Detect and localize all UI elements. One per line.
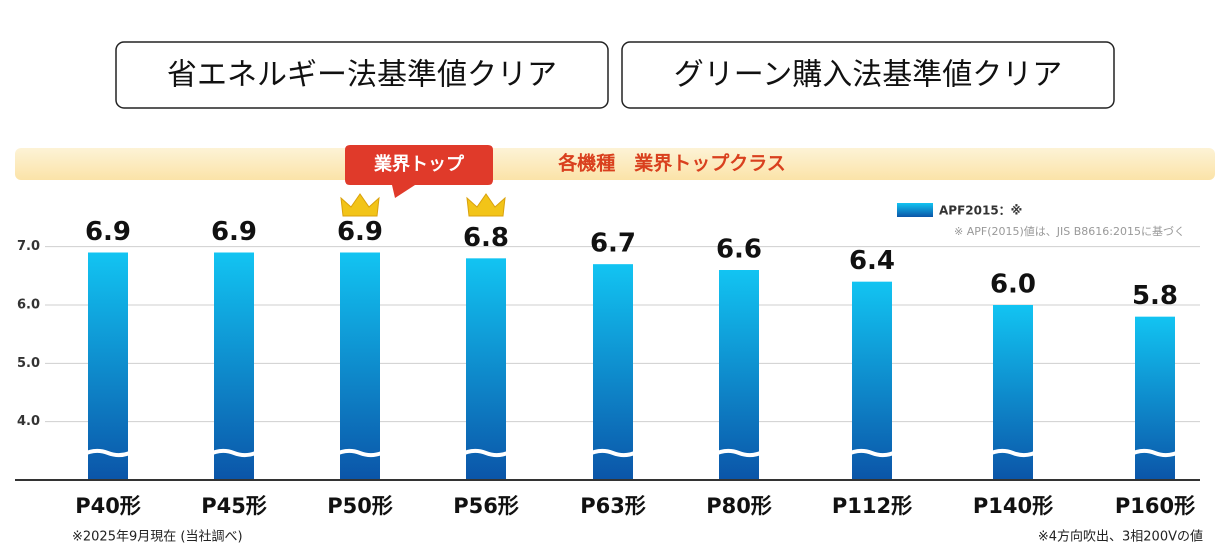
axis-break: [81, 448, 135, 458]
badge-box: [621, 41, 1115, 109]
value-label: 6.7: [590, 229, 636, 259]
bar: [340, 252, 380, 480]
axis-break: [333, 448, 387, 458]
footnote: ※2025年9月現在 (当社調べ): [72, 529, 243, 545]
y-tick-label: 6.0: [17, 298, 40, 313]
crown: [466, 193, 506, 217]
value-label: 6.6: [716, 235, 762, 265]
y-tick-label: 5.0: [17, 356, 40, 371]
banner-text: 各機種 業界トップクラス: [557, 152, 786, 175]
legend-swatch: [897, 203, 933, 217]
axis-break: [459, 448, 513, 458]
x-tick-label: P56形: [453, 494, 519, 518]
badge: 省エネルギー法基準値クリア: [167, 58, 557, 93]
value-label: 6.0: [990, 270, 1036, 300]
axis-break: [712, 448, 766, 458]
y-tick-label: 7.0: [17, 239, 40, 254]
bar: [214, 252, 254, 480]
value-label: 6.9: [211, 217, 257, 247]
x-tick-label: P140形: [973, 494, 1053, 518]
axis-break: [845, 448, 899, 458]
value-label: 6.4: [849, 246, 895, 276]
banner: [15, 148, 1215, 180]
x-tick-label: P40形: [75, 494, 141, 518]
crown: [340, 193, 380, 217]
legend-label: APF2015：※: [939, 204, 1022, 218]
y-tick-label: 4.0: [17, 414, 40, 429]
bar: [466, 258, 506, 480]
x-tick-label: P63形: [580, 494, 646, 518]
x-tick-label: P50形: [327, 494, 393, 518]
callout: [345, 145, 493, 198]
bar: [593, 264, 633, 480]
callout-text: 業界トップ: [373, 153, 465, 175]
value-label: 6.9: [85, 217, 131, 247]
x-tick-label: P112形: [832, 494, 912, 518]
axis-break: [586, 448, 640, 458]
badge: グリーン購入法基準値クリア: [674, 58, 1063, 93]
badge-box: [115, 41, 609, 109]
plot: 7.0 6.0 5.0 4.0 6.9 P40形 6.9 P45形 6.9 P50形 6.8 P56形…: [15, 217, 1200, 518]
note: ※ APF(2015)値は、JIS B8616:2015に基づく: [954, 225, 1185, 238]
bar: [88, 252, 128, 480]
bar: [719, 270, 759, 480]
axis-break: [1128, 448, 1182, 458]
value-label: 5.8: [1132, 281, 1178, 311]
footnote: ※4方向吹出、3相200Vの値: [1038, 529, 1203, 545]
bar: [852, 281, 892, 480]
x-tick-label: P80形: [706, 494, 772, 518]
value-label: 6.9: [337, 217, 383, 247]
value-label: 6.8: [463, 223, 509, 253]
x-tick-label: P45形: [201, 494, 267, 518]
axis-break: [207, 448, 261, 458]
x-tick-label: P160形: [1115, 494, 1195, 518]
axis-break: [986, 448, 1040, 458]
